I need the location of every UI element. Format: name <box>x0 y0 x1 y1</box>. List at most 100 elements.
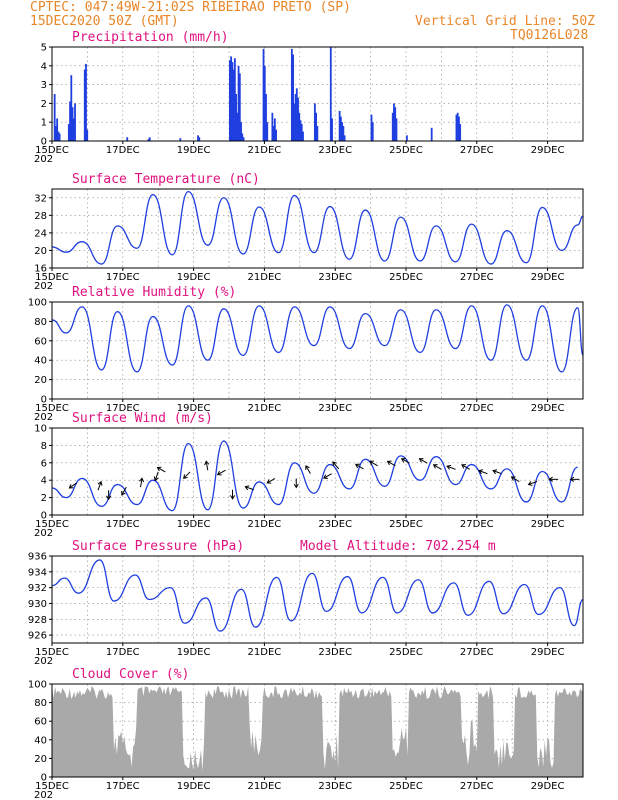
x-tick-label: 27DEC <box>460 647 494 658</box>
x-tick-label: 15DEC <box>35 403 69 414</box>
wind-arrow <box>446 465 456 470</box>
x-tick-label: 17DEC <box>106 403 140 414</box>
x-tick-label: 29DEC <box>531 145 565 156</box>
precip-bar <box>315 112 317 141</box>
precip-bar <box>391 112 394 141</box>
y-tick-label: 24 <box>34 228 47 239</box>
wind-arrow <box>419 458 428 464</box>
series-line <box>51 190 584 265</box>
y-tick-label: 20 <box>34 246 47 257</box>
x-tick-label: 23DEC <box>318 781 352 792</box>
precip-bar <box>232 69 235 141</box>
precip-bar <box>86 129 89 141</box>
precip-bar <box>393 103 395 141</box>
wind-arrow <box>332 461 340 470</box>
precip-bar <box>147 139 150 141</box>
precip-bar <box>298 112 301 141</box>
wind-arrowhead <box>106 495 112 501</box>
wind-arrowhead <box>446 464 452 470</box>
wind-arrowhead <box>153 476 159 482</box>
precip-bar <box>241 133 244 141</box>
precip-bar <box>56 118 59 141</box>
wind-arrowhead <box>461 464 466 469</box>
wind-arrowhead <box>386 460 392 466</box>
precip-bar <box>292 54 294 141</box>
x-tick-label: 15DEC <box>35 145 69 156</box>
y-tick-label: 928 <box>28 615 47 626</box>
y-tick-label: 8 <box>41 441 47 452</box>
wind-arrowhead <box>121 490 126 496</box>
y-tick-label: 40 <box>34 735 47 746</box>
wind-arrowhead <box>156 466 162 472</box>
panel-2: 0 20 40 60 80 100 15DEC 17DEC 19DEC 21DEC 23DEC 25D… <box>28 285 584 423</box>
wind-arrowhead <box>369 460 374 466</box>
precip-bar <box>302 131 304 141</box>
header-date: 15DEC2020 50Z (GMT) <box>30 14 179 29</box>
y-tick-label: 4 <box>41 476 47 487</box>
wind-arrowhead <box>510 476 516 481</box>
wind-arrow <box>433 464 442 470</box>
precip-bar <box>456 112 459 141</box>
precip-bar <box>242 137 245 141</box>
wind-arrow <box>401 458 410 464</box>
x-tick-label: 17DEC <box>106 647 140 658</box>
wind-arrowhead <box>229 495 236 500</box>
y-tick-label: 4 <box>41 61 47 72</box>
x-tick-label: 29DEC <box>531 519 565 530</box>
wind-arrowhead <box>332 461 337 467</box>
wind-arrowhead <box>216 470 222 476</box>
wind-arrow <box>121 486 127 496</box>
wind-arrow <box>323 473 332 479</box>
y-tick-label: 926 <box>28 631 47 642</box>
x-year-label: 202 <box>34 790 53 800</box>
precip-bar <box>430 127 433 141</box>
x-tick-label: 21DEC <box>248 403 282 414</box>
wind-arrow <box>266 478 276 484</box>
x-tick-label: 29DEC <box>531 781 565 792</box>
x-tick-label: 17DEC <box>106 145 140 156</box>
wind-arrowhead <box>400 458 406 463</box>
x-tick-label: 27DEC <box>460 145 494 156</box>
panel-title: Surface Pressure (hPa) <box>72 539 244 554</box>
y-tick-label: 936 <box>28 552 47 563</box>
precip-bar <box>300 124 303 141</box>
panel-0: 0 1 2 3 4 5 15DEC 17DEC 19DEC 21DEC 23DEC 25DEC 27DE… <box>34 30 584 165</box>
cloud-cover-area <box>52 685 583 777</box>
x-tick-label: 23DEC <box>318 272 352 283</box>
y-tick-label: 60 <box>34 336 47 347</box>
x-tick-label: 25DEC <box>389 145 423 156</box>
wind-arrow <box>511 476 520 482</box>
precip-bar <box>231 62 234 141</box>
precip-bar <box>370 114 373 141</box>
precip-bar <box>293 103 296 141</box>
x-tick-label: 27DEC <box>460 403 494 414</box>
precip-bar <box>57 131 60 141</box>
x-tick-label: 25DEC <box>389 647 423 658</box>
y-tick-label: 2 <box>41 493 47 504</box>
wind-arrow <box>355 463 364 470</box>
x-tick-label: 19DEC <box>177 781 211 792</box>
precip-bar <box>233 58 236 141</box>
precip-bar <box>343 135 346 141</box>
precip-bar <box>197 135 199 141</box>
y-tick-label: 1 <box>41 118 47 129</box>
x-tick-label: 21DEC <box>248 272 282 283</box>
y-tick-label: 40 <box>34 356 47 367</box>
precip-bar <box>72 118 75 141</box>
x-year-label: 202 <box>34 281 53 292</box>
series-line <box>51 304 584 373</box>
x-tick-label: 15DEC <box>35 272 69 283</box>
precip-bar <box>316 125 319 141</box>
x-tick-label: 19DEC <box>177 145 211 156</box>
wind-arrow <box>305 465 311 474</box>
x-tick-label: 29DEC <box>531 272 565 283</box>
wind-arrowhead <box>305 465 310 470</box>
y-tick-label: 0 <box>41 773 47 784</box>
y-tick-label: 80 <box>34 317 47 328</box>
x-tick-label: 23DEC <box>318 403 352 414</box>
precip-bar <box>67 124 70 141</box>
x-year-label: 202 <box>34 412 53 423</box>
precip-bar <box>69 101 71 141</box>
precip-bar <box>459 124 462 141</box>
precip-bar <box>299 120 302 141</box>
